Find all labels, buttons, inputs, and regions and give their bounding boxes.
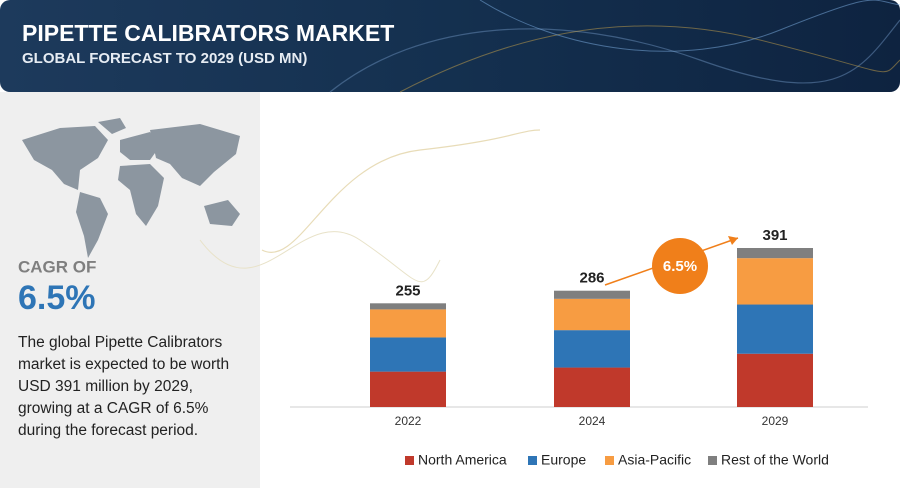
- x-tick-label: 2024: [579, 414, 606, 428]
- total-label: 255: [395, 282, 420, 299]
- header-decoration: [399, 25, 900, 93]
- title: PIPETTE CALIBRATORS MARKET: [22, 20, 394, 46]
- total-label: 391: [762, 227, 787, 244]
- map-australia: [204, 200, 240, 226]
- decoration-curve: [199, 231, 441, 283]
- x-tick-label: 2029: [762, 414, 789, 428]
- map-europe: [120, 132, 160, 160]
- legend-label: Rest of the World: [721, 452, 829, 468]
- bar-segment: [370, 303, 446, 310]
- legend-label: Asia-Pacific: [618, 452, 691, 468]
- bar-segment: [554, 367, 630, 407]
- legend-label: North America: [418, 452, 507, 468]
- bar-segment: [370, 371, 446, 407]
- cagr-value: 6.5%: [18, 279, 96, 317]
- header-decoration: [329, 19, 900, 93]
- arrow-head: [728, 236, 738, 245]
- map-north-america: [22, 126, 108, 190]
- bar-segment: [554, 330, 630, 368]
- description: The global Pipette Calibrators market is…: [18, 334, 230, 439]
- bar-segment: [737, 304, 813, 354]
- map-south-america: [76, 192, 108, 258]
- cagr-label: CAGR OF: [18, 257, 96, 276]
- bar-segment: [554, 298, 630, 331]
- legend-swatch: [528, 456, 537, 465]
- bar-segment: [737, 248, 813, 259]
- bar-segment: [737, 353, 813, 407]
- header-band: [0, 0, 900, 92]
- x-tick-label: 2022: [395, 414, 422, 428]
- cagr-badge: [652, 238, 708, 294]
- bar-segment: [370, 337, 446, 372]
- bar-segment: [554, 290, 630, 299]
- subtitle: GLOBAL FORECAST TO 2029 (USD MN): [22, 50, 307, 67]
- legend-swatch: [708, 456, 717, 465]
- decoration-curve: [261, 129, 541, 253]
- map-greenland: [98, 118, 126, 134]
- map-africa: [118, 164, 164, 226]
- cagr-badge-label: 6.5%: [663, 258, 697, 275]
- bar-segment: [370, 309, 446, 338]
- map-asia: [150, 124, 240, 186]
- world-map: [22, 118, 240, 258]
- legend-swatch: [605, 456, 614, 465]
- legend-swatch: [405, 456, 414, 465]
- header-decoration: [479, 0, 900, 52]
- legend-label: Europe: [541, 452, 586, 468]
- total-label: 286: [579, 270, 604, 287]
- bar-segment: [737, 258, 813, 305]
